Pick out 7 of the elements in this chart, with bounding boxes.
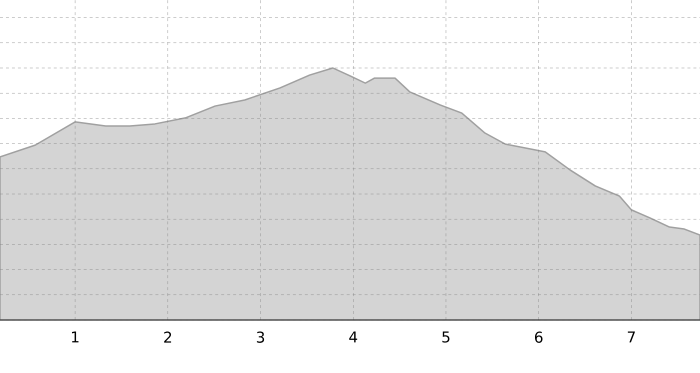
x-tick-label: 4: [349, 332, 358, 342]
x-tick-label: 1: [72, 332, 78, 342]
x-tick-label: 5: [442, 332, 450, 343]
x-tick-label: 2: [164, 332, 172, 343]
x-tick-label: 7: [628, 332, 635, 342]
x-tick-label: 3: [256, 332, 264, 343]
x-tick-label: 6: [534, 332, 542, 343]
